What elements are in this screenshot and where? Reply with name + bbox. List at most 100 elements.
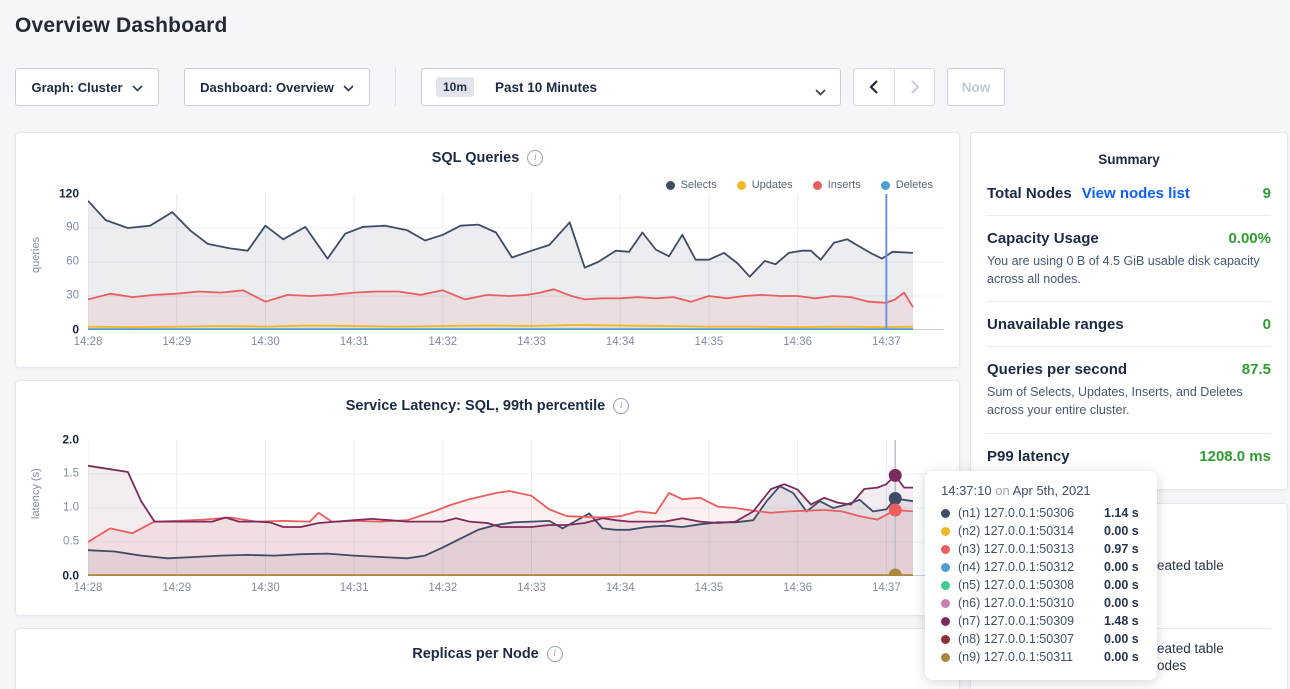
chevron-down-icon: [132, 80, 143, 95]
y-tick: 0: [72, 322, 79, 336]
event-text-fragment: odes: [1157, 658, 1186, 673]
node-address: (n9) 127.0.0.1:50311: [958, 650, 1104, 664]
node-address: (n4) 127.0.0.1:50312: [958, 560, 1104, 574]
node-latency-value: 1.48 s: [1104, 614, 1139, 628]
summary-panel: Summary Total Nodes View nodes list 9 Ca…: [970, 132, 1288, 490]
event-text-fragment: eated table: [1157, 558, 1224, 573]
time-range-label: Past 10 Minutes: [495, 80, 597, 95]
node-latency-value: 0.00 s: [1104, 578, 1139, 592]
summary-label: Queries per second: [987, 361, 1127, 378]
node-latency-value: 0.00 s: [1104, 524, 1139, 538]
y-tick: 0.0: [62, 568, 79, 582]
y-tick: 1.0: [63, 501, 79, 513]
summary-label: P99 latency: [987, 448, 1070, 465]
info-icon[interactable]: i: [547, 646, 563, 662]
next-range-button[interactable]: [894, 69, 934, 105]
sql-queries-panel: SQL Queries i Selects Updates Inserts Delet…: [15, 132, 960, 368]
time-range-picker[interactable]: 10m Past 10 Minutes: [421, 68, 841, 106]
dashboard-dropdown[interactable]: Dashboard: Overview: [184, 68, 370, 106]
x-tick: 14:33: [517, 582, 546, 594]
node-dot-icon: [941, 617, 950, 626]
summary-value: 9: [1263, 185, 1271, 202]
summary-description: Sum of Selects, Updates, Inserts, and De…: [987, 383, 1271, 419]
tooltip-rows: (n1) 127.0.0.1:503061.14 s(n2) 127.0.0.1…: [941, 504, 1143, 666]
tooltip-row: (n9) 127.0.0.1:503110.00 s: [941, 648, 1143, 666]
legend: Selects Updates Inserts Deletes: [666, 179, 933, 191]
replicas-per-node-panel: Replicas per Node i: [15, 628, 960, 689]
node-dot-icon: [941, 545, 950, 554]
chart-title: SQL Queries: [432, 150, 520, 166]
node-latency-value: 0.00 s: [1104, 560, 1139, 574]
y-axis-label: queries: [28, 194, 44, 352]
sql-queries-chart[interactable]: 14:2814:2914:3014:3114:3214:3314:3414:35…: [88, 194, 944, 352]
overview-dashboard-page: Overview Dashboard Graph: Cluster Dashbo…: [0, 0, 1290, 689]
y-axis-ticks: 0306090120: [44, 194, 88, 330]
prev-range-button[interactable]: [854, 69, 894, 105]
node-address: (n8) 127.0.0.1:50307: [958, 632, 1104, 646]
summary-value: 0: [1263, 316, 1271, 333]
info-icon[interactable]: i: [527, 150, 543, 166]
y-tick: 90: [66, 221, 79, 233]
sql-queries-header: SQL Queries i: [16, 133, 959, 166]
legend-dot-icon: [666, 181, 675, 190]
x-tick: 14:34: [606, 582, 635, 594]
graph-dropdown-label: Graph: Cluster: [31, 80, 122, 95]
summary-label: Total Nodes: [987, 185, 1072, 202]
legend-item-inserts[interactable]: Inserts: [813, 179, 861, 191]
summary-label: Capacity Usage: [987, 230, 1099, 247]
legend-item-selects[interactable]: Selects: [666, 179, 717, 191]
toolbar-divider: [395, 68, 396, 106]
y-tick: 60: [66, 255, 79, 267]
tooltip-row: (n3) 127.0.0.1:503130.97 s: [941, 540, 1143, 558]
event-text-fragment: eated table: [1157, 641, 1224, 656]
page-title: Overview Dashboard: [15, 14, 228, 38]
summary-title: Summary: [987, 133, 1271, 171]
x-tick: 14:35: [695, 336, 724, 348]
legend-dot-icon: [813, 181, 822, 190]
y-tick: 2.0: [62, 432, 79, 446]
x-tick: 14:29: [162, 582, 191, 594]
view-nodes-list-link[interactable]: View nodes list: [1082, 185, 1190, 202]
toolbar: Graph: Cluster Dashboard: Overview 10m P…: [15, 68, 1005, 106]
graph-dropdown[interactable]: Graph: Cluster: [15, 68, 159, 106]
x-tick: 14:30: [251, 582, 280, 594]
y-tick: 30: [66, 289, 79, 301]
info-icon[interactable]: i: [613, 398, 629, 414]
y-tick: 1.5: [63, 467, 79, 479]
x-tick: 14:33: [517, 336, 546, 348]
y-tick: 0.5: [63, 535, 79, 547]
node-address: (n2) 127.0.0.1:50314: [958, 524, 1104, 538]
x-tick: 14:36: [783, 582, 812, 594]
chart-title: Replicas per Node: [412, 646, 539, 662]
legend-dot-icon: [881, 181, 890, 190]
node-address: (n3) 127.0.0.1:50313: [958, 542, 1104, 556]
replicas-header: Replicas per Node i: [16, 629, 959, 662]
node-dot-icon: [941, 653, 950, 662]
x-tick: 14:35: [695, 582, 724, 594]
node-dot-icon: [941, 527, 950, 536]
x-tick: 14:31: [340, 582, 369, 594]
chevron-down-icon: [815, 84, 826, 99]
y-tick: 120: [59, 186, 79, 200]
x-tick: 14:36: [783, 336, 812, 348]
tooltip-row: (n8) 127.0.0.1:503070.00 s: [941, 630, 1143, 648]
legend-item-updates[interactable]: Updates: [737, 179, 793, 191]
summary-row-qps: Queries per second 87.5 Sum of Selects, …: [987, 347, 1271, 433]
legend-label: Inserts: [828, 179, 861, 191]
node-dot-icon: [941, 563, 950, 572]
node-address: (n1) 127.0.0.1:50306: [958, 506, 1104, 520]
node-dot-icon: [941, 509, 950, 518]
service-latency-chart[interactable]: 14:2814:2914:3014:3114:3214:3314:3414:35…: [88, 440, 944, 598]
x-tick: 14:37: [872, 582, 901, 594]
x-tick: 14:34: [606, 336, 635, 348]
tooltip-row: (n4) 127.0.0.1:503120.00 s: [941, 558, 1143, 576]
summary-value: 87.5: [1242, 361, 1271, 378]
summary-row-total-nodes: Total Nodes View nodes list 9: [987, 171, 1271, 216]
node-dot-icon: [941, 599, 950, 608]
x-tick: 14:29: [162, 336, 191, 348]
legend-item-deletes[interactable]: Deletes: [881, 179, 933, 191]
charts-column: SQL Queries i Selects Updates Inserts Delet…: [15, 132, 960, 689]
x-tick: 14:28: [74, 336, 103, 348]
summary-row-capacity: Capacity Usage 0.00% You are using 0 B o…: [987, 216, 1271, 302]
now-button[interactable]: Now: [947, 68, 1005, 106]
